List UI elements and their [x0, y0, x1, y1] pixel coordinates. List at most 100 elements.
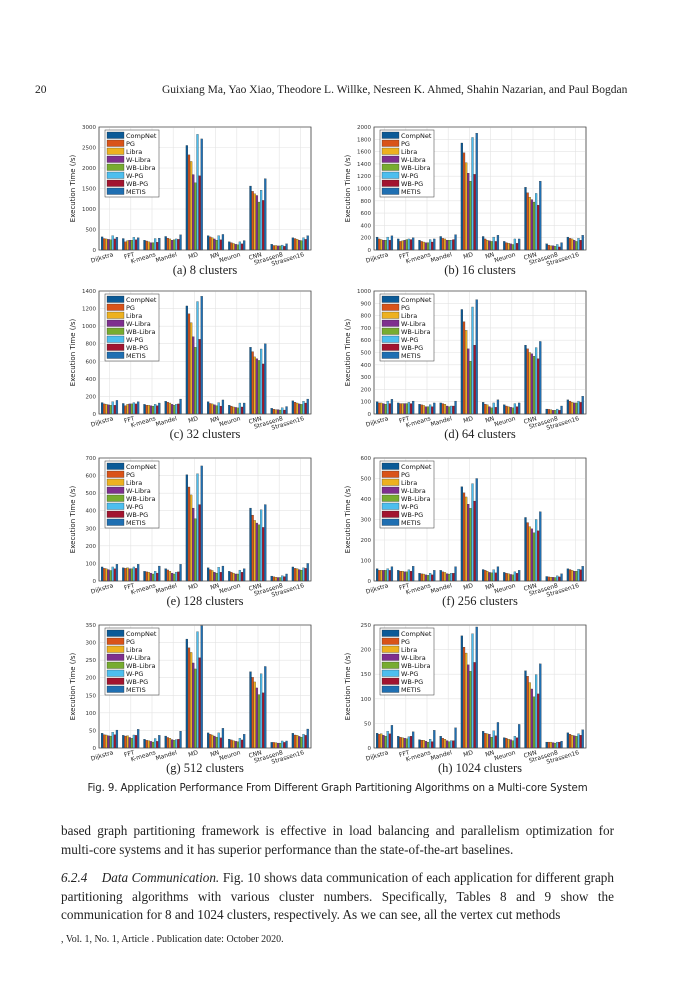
legend-label: W-Libra: [401, 156, 426, 164]
bar-compnet-neuron: [503, 572, 506, 582]
legend-label: W-PG: [401, 172, 418, 180]
bar-wb-pg-k-means: [156, 572, 159, 582]
bar-compnet-nn: [206, 401, 210, 415]
bar-wb-pg-fft: [134, 735, 138, 749]
bar-pg-neuron: [505, 738, 508, 749]
legend-swatch: [381, 478, 400, 486]
y-tick-label: 1500: [82, 187, 96, 193]
bar-pg-strassen16: [568, 400, 572, 415]
bar-w-libra-neuron: [509, 243, 512, 251]
bar-w-libra-mandel: [445, 573, 449, 582]
bar-wb-libra-neuron: [511, 574, 514, 582]
legend-label: PG: [126, 140, 135, 148]
bar-w-pg-nn: [492, 402, 495, 415]
bar-libra-fft: [126, 567, 129, 582]
y-axis-label: Execution Time (/s): [69, 653, 77, 721]
bar-pg-nn: [209, 236, 212, 251]
legend-label: CompNet: [126, 463, 157, 471]
bar-w-pg-strassen16: [302, 237, 305, 251]
bar-pg-md: [462, 492, 466, 582]
bar-w-libra-neuron: [509, 574, 512, 582]
bar-w-libra-cnn: [255, 687, 258, 749]
bar-w-pg-strassen8: [556, 741, 559, 749]
bar-libra-strassen8: [549, 245, 553, 251]
bar-w-pg-mandel: [175, 572, 178, 582]
bar-compnet-strassen16: [566, 236, 569, 251]
bar-compnet-k-means: [418, 739, 421, 749]
legend-swatch: [106, 303, 125, 311]
bar-pg-k-means: [420, 573, 423, 582]
plot-frame: [98, 126, 312, 251]
legend-label: CompNet: [401, 463, 432, 471]
bar-compnet-md: [460, 309, 463, 415]
legend-swatch: [381, 661, 400, 669]
bar-compnet-cnn: [249, 671, 252, 749]
bar-compnet-k-means: [143, 404, 146, 415]
bar-wb-libra-md: [469, 508, 472, 582]
bar-wb-pg-cnn: [537, 358, 540, 415]
bar-w-pg-mandel: [175, 404, 178, 415]
bar-metis-dijkstra: [115, 564, 119, 582]
bar-w-libra-nn: [488, 572, 491, 582]
legend-swatch: [106, 462, 125, 470]
y-tick-label: 100: [86, 561, 97, 567]
legend-swatch: [106, 677, 125, 685]
legend-swatch: [106, 494, 125, 502]
bar-w-libra-fft: [403, 571, 406, 582]
bar-metis-fft: [137, 237, 140, 251]
bar-wb-pg-dijkstra: [113, 238, 116, 251]
bar-metis-strassen8: [560, 573, 563, 582]
y-tick-label: 600: [86, 474, 97, 480]
legend-swatch: [106, 685, 125, 693]
bar-w-libra-mandel: [170, 240, 174, 251]
bar-wb-pg-strassen16: [579, 569, 582, 582]
bar-wb-pg-md: [473, 662, 476, 749]
x-tick-label: MD: [188, 251, 200, 261]
x-tick-label: MD: [188, 415, 200, 425]
bar-w-pg-dijkstra: [386, 568, 389, 582]
bar-pg-dijkstra: [378, 402, 381, 415]
y-tick-label: 1200: [82, 307, 96, 313]
bar-compnet-k-means: [418, 404, 421, 415]
bar-libra-fft: [126, 240, 129, 251]
bar-pg-strassen16: [293, 402, 297, 415]
bar-libra-strassen16: [571, 735, 574, 749]
bar-w-libra-dijkstra: [107, 404, 110, 415]
y-tick-label: 1400: [357, 162, 371, 168]
bar-wb-pg-nn: [219, 405, 222, 415]
bar-compnet-neuron: [228, 739, 231, 749]
bar-wb-pg-fft: [409, 239, 413, 251]
bar-pg-fft: [124, 405, 127, 415]
bar-w-libra-nn: [213, 404, 216, 415]
bar-libra-fft: [401, 240, 404, 251]
bar-libra-strassen16: [571, 402, 574, 415]
bar-metis-fft: [412, 237, 415, 251]
bar-w-libra-dijkstra: [382, 570, 385, 582]
plot-frame: [98, 457, 312, 582]
bar-wb-pg-dijkstra: [388, 240, 391, 251]
bar-w-pg-mandel: [450, 240, 453, 251]
legend-label: W-Libra: [126, 487, 151, 495]
bar-pg-cnn: [251, 677, 254, 749]
bar-pg-strassen16: [568, 569, 572, 582]
legend-swatch: [381, 155, 400, 163]
bar-wb-libra-nn: [215, 572, 218, 582]
bar-wb-pg-strassen8: [283, 742, 286, 749]
bar-compnet-strassen8: [545, 741, 548, 749]
bar-pg-k-means: [420, 241, 423, 251]
y-tick-label: 400: [361, 363, 372, 369]
bar-libra-md: [190, 322, 193, 415]
bar-w-pg-neuron: [513, 238, 516, 251]
bar-compnet-nn: [206, 567, 210, 582]
bar-w-pg-dijkstra: [386, 731, 389, 749]
bar-w-pg-cnn: [534, 193, 538, 251]
y-axis-label: Execution Time (/s): [344, 486, 352, 554]
bar-wb-libra-mandel: [173, 239, 176, 251]
bar-metis-fft: [137, 729, 140, 749]
y-tick-label: 400: [361, 497, 372, 503]
bar-w-libra-strassen16: [298, 403, 301, 415]
bar-wb-libra-nn: [215, 240, 218, 251]
bar-metis-neuron: [243, 734, 246, 749]
bar-compnet-strassen16: [291, 733, 294, 749]
bar-wb-pg-cnn: [262, 200, 265, 251]
